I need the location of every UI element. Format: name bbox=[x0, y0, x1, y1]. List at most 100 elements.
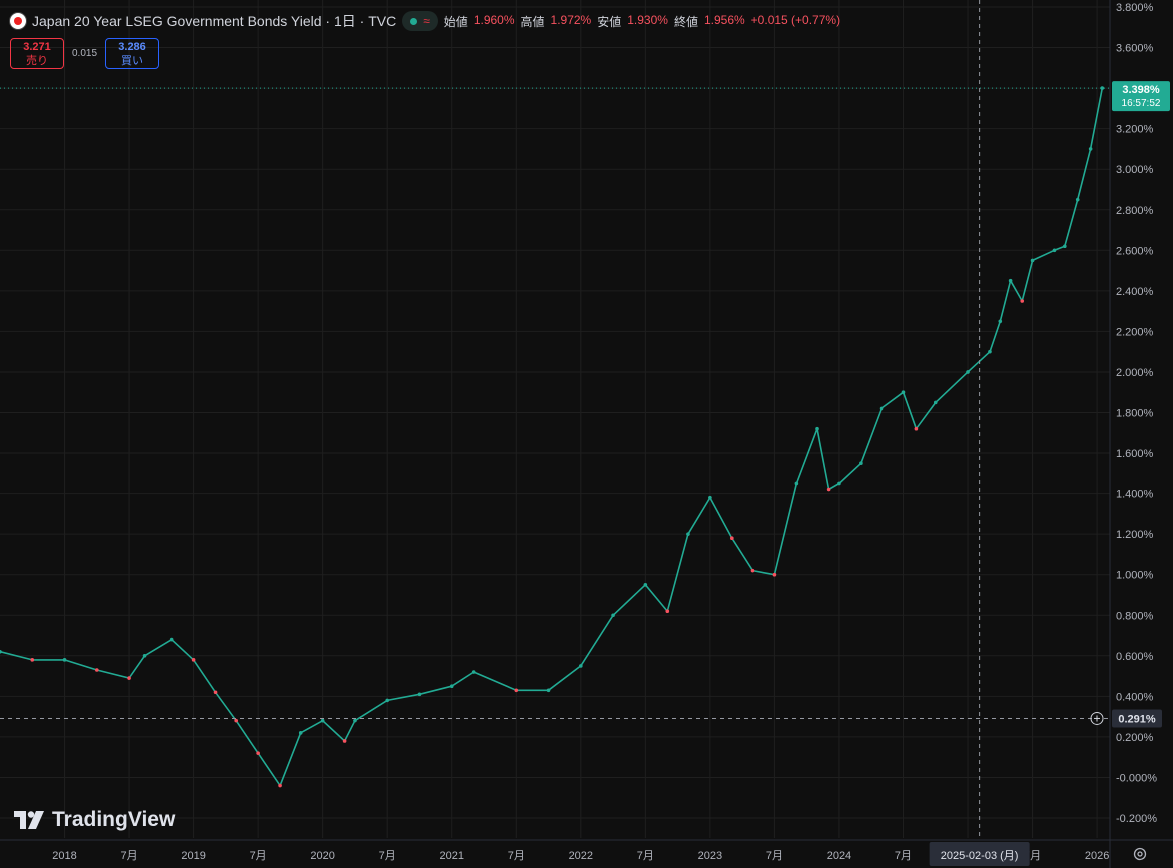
data-point bbox=[794, 481, 799, 486]
y-tick-label: 2.000% bbox=[1116, 367, 1154, 379]
close-value: 1.956% bbox=[703, 12, 745, 27]
data-point bbox=[1030, 258, 1035, 263]
data-point bbox=[859, 461, 863, 465]
data-point bbox=[750, 568, 755, 573]
data-point bbox=[353, 718, 357, 723]
y-tick-label: -0.200% bbox=[1116, 813, 1157, 825]
data-point bbox=[169, 637, 174, 642]
data-point bbox=[342, 739, 347, 743]
x-tick-label: 7月 bbox=[379, 850, 396, 862]
data-point bbox=[62, 658, 67, 662]
last-price-value: 3.398% bbox=[1122, 84, 1160, 96]
data-point bbox=[815, 426, 819, 431]
compare-wave-icon: ≈ bbox=[423, 14, 430, 28]
x-tick-label: 2022 bbox=[569, 850, 593, 862]
x-tick-label: 7月 bbox=[895, 850, 912, 862]
data-point bbox=[514, 688, 519, 693]
chart-header: Japan 20 Year LSEG Government Bonds Yiel… bbox=[10, 8, 840, 34]
buy-button[interactable]: 3.286 買い bbox=[105, 38, 160, 69]
data-point bbox=[142, 654, 147, 658]
data-point bbox=[471, 670, 476, 674]
data-point bbox=[879, 406, 884, 411]
y-tick-label: 1.000% bbox=[1116, 570, 1154, 582]
data-point bbox=[449, 684, 454, 689]
y-tick-label: 1.600% bbox=[1116, 448, 1154, 460]
data-point bbox=[320, 718, 325, 723]
y-tick-label: 3.600% bbox=[1116, 43, 1154, 55]
y-tick-label: -0.000% bbox=[1116, 772, 1157, 784]
crosshair-date-box bbox=[929, 842, 1030, 866]
data-point bbox=[914, 426, 919, 431]
sell-price: 3.271 bbox=[23, 41, 51, 53]
data-point bbox=[0, 649, 2, 654]
data-point bbox=[546, 688, 551, 693]
x-tick-label: 2019 bbox=[181, 850, 205, 862]
high-value: 1.972% bbox=[550, 12, 592, 27]
data-point bbox=[837, 481, 841, 486]
market-open-dot-icon bbox=[410, 17, 418, 25]
x-tick-label: 2023 bbox=[698, 850, 722, 862]
low-value: 1.930% bbox=[627, 12, 668, 27]
data-point bbox=[1088, 147, 1093, 151]
tradingview-logo-icon bbox=[14, 811, 44, 829]
brand-name: TradingView bbox=[52, 808, 176, 831]
y-tick-label: 2.600% bbox=[1116, 245, 1154, 257]
crosshair-price-label: 0.291% bbox=[1118, 713, 1156, 725]
yield-series-line bbox=[0, 87, 1104, 787]
data-point bbox=[191, 658, 196, 662]
y-tick-label: 0.600% bbox=[1116, 651, 1154, 663]
data-point bbox=[417, 692, 422, 697]
data-point bbox=[643, 583, 648, 587]
x-tick-label: 7月 bbox=[250, 850, 267, 862]
data-point bbox=[278, 783, 282, 788]
x-tick-label: 2026 bbox=[1085, 850, 1109, 862]
data-point bbox=[772, 572, 777, 577]
last-price-countdown: 16:57:52 bbox=[1122, 98, 1161, 109]
gear-icon[interactable] bbox=[1132, 846, 1148, 862]
market-status-pill[interactable]: ≈ bbox=[402, 11, 438, 31]
x-tick-label: 2021 bbox=[440, 850, 464, 862]
data-point bbox=[988, 349, 992, 354]
y-tick-label: 0.200% bbox=[1116, 732, 1154, 744]
sell-button[interactable]: 3.271 売り bbox=[10, 38, 64, 69]
x-tick-label: 7月 bbox=[508, 850, 525, 862]
data-point bbox=[1100, 86, 1105, 90]
data-point bbox=[298, 731, 303, 735]
data-point bbox=[686, 532, 690, 536]
high-label: 高値 bbox=[520, 14, 545, 29]
data-point bbox=[127, 676, 131, 680]
y-tick-label: 0.400% bbox=[1116, 691, 1154, 703]
sell-label: 売り bbox=[26, 55, 48, 67]
crosshair-price-box bbox=[1112, 709, 1162, 728]
y-tick-label: 2.800% bbox=[1116, 205, 1154, 217]
x-tick-label: 7月 bbox=[766, 850, 783, 862]
data-point bbox=[1075, 197, 1080, 202]
japan-flag-icon bbox=[10, 13, 26, 29]
data-point bbox=[385, 698, 390, 703]
x-tick-label: 2020 bbox=[310, 850, 334, 862]
buy-label: 買い bbox=[121, 55, 144, 67]
y-tick-label: 3.800% bbox=[1116, 2, 1154, 14]
close-label: 終値 bbox=[673, 14, 698, 29]
data-point bbox=[1052, 248, 1057, 253]
y-tick-label: 3.200% bbox=[1116, 124, 1154, 136]
spread-value: 0.015 bbox=[72, 48, 98, 59]
buy-price: 3.286 bbox=[118, 41, 146, 53]
y-tick-label: 2.200% bbox=[1116, 326, 1154, 338]
data-point bbox=[256, 751, 260, 755]
y-tick-label: 3.000% bbox=[1116, 164, 1154, 176]
bid-ask-panel: 3.271 売り 0.015 3.286 買い bbox=[10, 38, 160, 69]
change-value: +0.015 (+0.77%) bbox=[750, 12, 841, 27]
x-tick-label: 2018 bbox=[52, 850, 76, 862]
low-label: 安値 bbox=[597, 14, 622, 29]
data-point bbox=[730, 536, 734, 541]
last-price-label-box bbox=[1112, 81, 1170, 112]
data-point bbox=[826, 487, 831, 492]
y-tick-label: 1.800% bbox=[1116, 408, 1154, 420]
symbol-title[interactable]: Japan 20 Year LSEG Government Bonds Yiel… bbox=[32, 13, 397, 29]
x-tick-label: 2024 bbox=[827, 850, 851, 862]
y-tick-label: 0.800% bbox=[1116, 610, 1154, 622]
tradingview-logo[interactable]: TradingView bbox=[14, 808, 175, 832]
